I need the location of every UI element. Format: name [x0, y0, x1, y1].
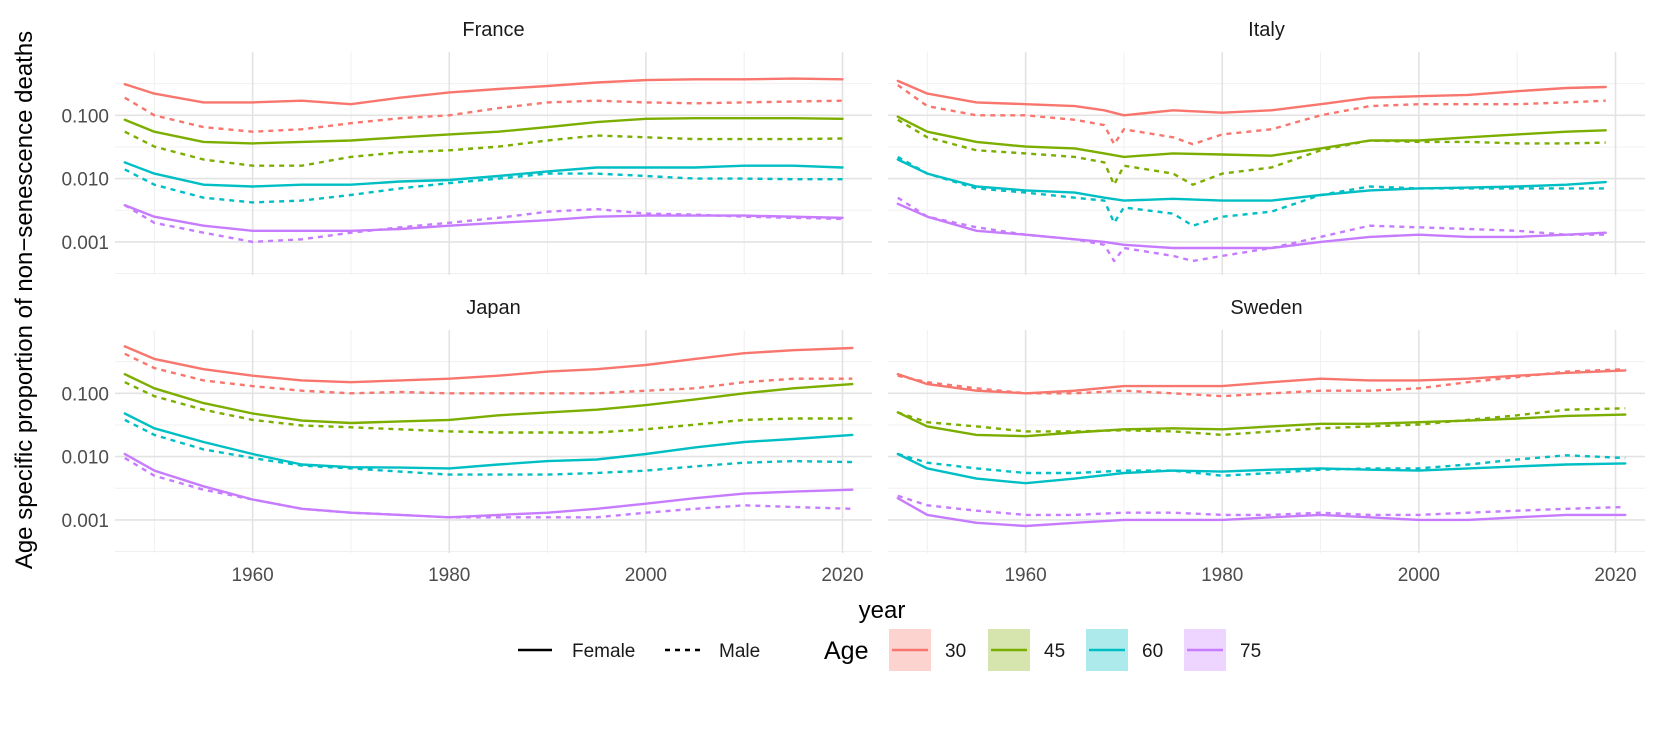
series-line-age30-female [123, 77, 844, 106]
x-tick-label: 1960 [1004, 565, 1046, 586]
legend-label-age75: 75 [1240, 641, 1261, 662]
y-tick-label: 0.100 [61, 106, 109, 127]
series-line-age45-female [896, 115, 1607, 159]
series-line-age75-female [123, 203, 844, 233]
series-line-age75-male [897, 494, 1626, 517]
series-line-age45-male [897, 407, 1626, 437]
facet-panels: France 0.001 0.010 0.100 Italy Japan 0.001 0.01… [61, 19, 1645, 586]
series-line-age30-female [123, 345, 854, 384]
series-line-age60-male [897, 155, 1606, 227]
y-tick-label: 0.001 [61, 233, 109, 254]
series-line-age45-female [896, 411, 1627, 438]
series-line-age60-male [897, 452, 1626, 477]
series-line-age45-female [123, 116, 844, 145]
series-line-age75-male [124, 456, 853, 519]
x-tick-label: 2000 [1398, 565, 1440, 586]
series-line-age45-male [897, 118, 1606, 186]
x-tick-label: 1980 [428, 565, 470, 586]
series-line-age75-female [896, 497, 1627, 528]
series-line-age60-male [124, 168, 843, 204]
legend-title-age: Age [824, 637, 868, 665]
series-line-age60-male [124, 418, 853, 476]
legend-label-age60: 60 [1142, 641, 1163, 662]
series-line-age30-female [896, 79, 1607, 117]
series-line-age30-male [124, 96, 843, 133]
facet-title: France [462, 19, 524, 41]
x-tick-label: 2020 [1594, 565, 1636, 586]
series-line-age75-male [897, 196, 1606, 263]
series-line-age60-female [123, 412, 854, 470]
series-line-age45-male [124, 381, 853, 434]
series-line-age30-female [896, 369, 1627, 395]
series-line-age60-female [123, 161, 844, 188]
legend: Female Male Age 30 45 60 75 [518, 629, 1261, 671]
legend-label-age30: 30 [945, 641, 966, 662]
series-line-age30-male [897, 84, 1606, 146]
panel-japan: Japan 0.001 0.010 0.100 1960 1980 2000 2020 [61, 297, 872, 586]
series-line-age30-male [124, 352, 853, 395]
series-line-age75-female [896, 202, 1607, 250]
legend-label-age45: 45 [1044, 641, 1065, 662]
legend-label-female: Female [572, 641, 635, 662]
x-tick-label: 2020 [821, 565, 863, 586]
panel-france: France 0.001 0.010 0.100 [61, 19, 872, 275]
series-line-age60-female [896, 452, 1627, 485]
y-tick-label: 0.001 [61, 511, 109, 532]
facet-title: Italy [1248, 19, 1285, 41]
y-tick-label: 0.100 [61, 384, 109, 405]
x-tick-label: 1960 [231, 565, 273, 586]
legend-label-male: Male [719, 641, 760, 662]
x-axis-title: year [859, 597, 906, 624]
y-axis-title: Age specific proportion of non−senescenc… [11, 31, 38, 569]
series-line-age75-female [123, 452, 854, 519]
series-line-age45-male [124, 130, 843, 167]
series-line-age60-female [896, 158, 1607, 202]
series-line-age75-male [124, 204, 843, 244]
series-line-age30-male [897, 368, 1626, 398]
panel-sweden: Sweden 1960 1980 2000 2020 [888, 297, 1645, 586]
facet-title: Sweden [1230, 297, 1302, 319]
x-tick-label: 1980 [1201, 565, 1243, 586]
series-line-age45-female [123, 373, 854, 425]
facet-title: Japan [466, 297, 521, 319]
x-tick-label: 2000 [625, 565, 667, 586]
panel-italy: Italy [888, 19, 1645, 275]
y-tick-label: 0.010 [61, 448, 109, 469]
y-tick-label: 0.010 [61, 170, 109, 191]
